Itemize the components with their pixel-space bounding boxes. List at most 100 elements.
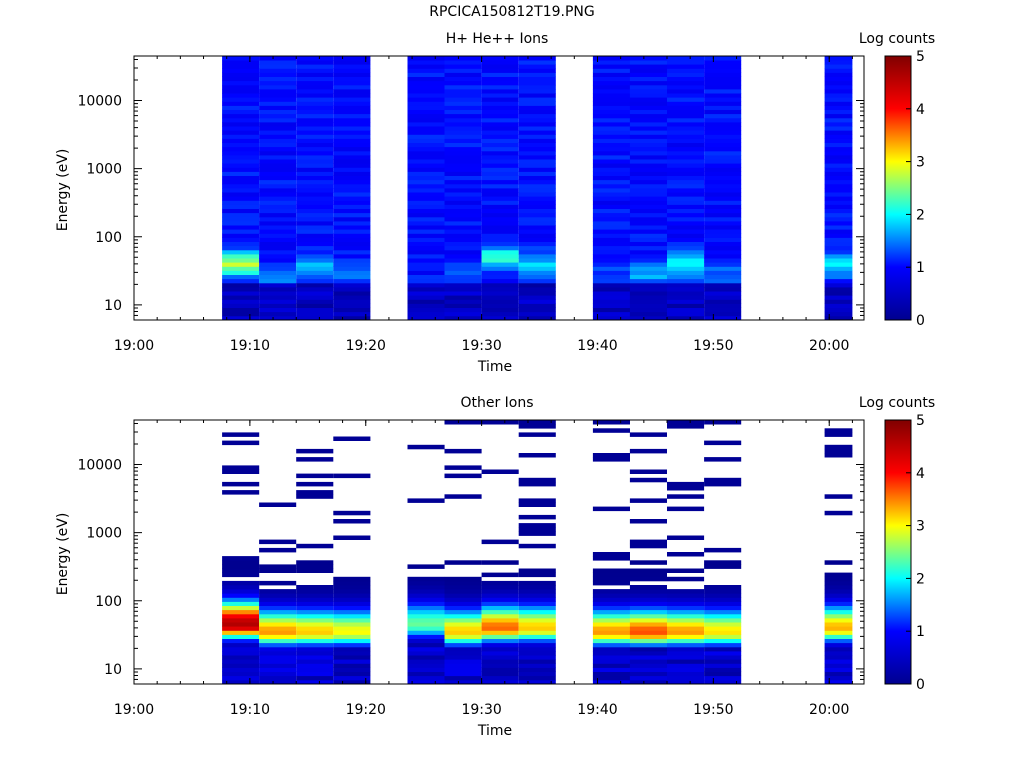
colorbar: 0 1 2 3 4 5 — [884, 49, 925, 329]
heatmap-cell — [259, 303, 297, 308]
plot-frame — [133, 419, 865, 685]
heatmap-cell — [407, 274, 445, 280]
heatmap-cell — [259, 282, 297, 288]
heatmap-cell — [518, 278, 556, 284]
heatmap-cell — [518, 130, 556, 135]
heatmap-cell — [518, 117, 556, 123]
heatmap-cell — [407, 671, 445, 677]
heatmap-cell — [259, 245, 297, 251]
heatmap-cell — [518, 126, 556, 131]
heatmap-cell — [592, 146, 630, 152]
heatmap-cell — [259, 76, 297, 82]
heatmap-cell — [518, 502, 556, 507]
colorbar-tick-label: 2 — [916, 207, 925, 223]
heatmap-cell — [667, 196, 705, 201]
heatmap-cell — [592, 667, 630, 672]
heatmap-cell — [259, 200, 297, 205]
heatmap-cell — [667, 622, 705, 627]
heatmap-cell — [518, 638, 556, 644]
heatmap-cell — [333, 663, 371, 668]
heatmap-cell — [333, 601, 371, 606]
heatmap-cell — [407, 167, 445, 172]
colorbar-tick-label: 1 — [916, 260, 925, 276]
heatmap-cell — [824, 117, 853, 123]
heatmap-cell — [296, 291, 334, 296]
colorbar-tick-label: 4 — [916, 466, 925, 482]
heatmap-cell — [481, 188, 519, 193]
heatmap-cell — [296, 64, 334, 69]
heatmap-cell — [592, 68, 630, 73]
heatmap-cell — [667, 130, 705, 135]
heatmap-cell — [592, 56, 630, 61]
heatmap-cell — [667, 101, 705, 106]
heatmap-cell — [824, 576, 853, 582]
heatmap-cell — [222, 490, 260, 495]
heatmap-cell — [824, 589, 853, 594]
heatmap-cell — [407, 76, 445, 82]
panel-title: H+ He++ Ions — [446, 31, 549, 47]
heatmap-cell — [333, 208, 371, 214]
heatmap-cell — [407, 597, 445, 602]
heatmap-cell — [667, 188, 705, 193]
heatmap-cell — [333, 580, 371, 586]
heatmap-cell — [629, 163, 667, 168]
heatmap-cell — [481, 609, 519, 615]
heatmap-cell — [444, 258, 482, 263]
heatmap-cell — [296, 626, 334, 631]
heatmap-cell — [333, 80, 371, 86]
heatmap-cell — [518, 221, 556, 226]
x-tick-label: 19:00 — [114, 338, 154, 354]
heatmap-cell — [824, 175, 853, 181]
heatmap-cell — [296, 254, 334, 259]
heatmap-cell — [407, 163, 445, 168]
heatmap-cell — [333, 150, 371, 156]
heatmap-cell — [592, 295, 630, 300]
heatmap-cell — [667, 159, 705, 164]
heatmap-cell — [407, 258, 445, 263]
heatmap-cell — [444, 72, 482, 77]
heatmap-cell — [824, 613, 853, 619]
heatmap-cell — [444, 291, 482, 296]
y-axis-ticks: 10 100 1000 10000 — [77, 58, 864, 321]
heatmap-cell — [407, 89, 445, 94]
heatmap-cell — [259, 225, 297, 230]
heatmap-cell — [222, 192, 260, 197]
heatmap-cell — [407, 580, 445, 586]
heatmap-cell — [629, 208, 667, 214]
colorbar-tick-label: 5 — [916, 49, 925, 65]
heatmap-cell — [629, 638, 667, 644]
heatmap-cell — [222, 175, 260, 181]
heatmap-cell — [704, 667, 742, 672]
heatmap-cell — [704, 204, 742, 209]
heatmap-cell — [592, 134, 630, 139]
heatmap-cell — [629, 287, 667, 292]
heatmap-cell — [407, 175, 445, 181]
heatmap-cell — [667, 651, 705, 656]
heatmap-cell — [407, 262, 445, 267]
heatmap-cell — [824, 130, 853, 135]
heatmap-cell — [667, 229, 705, 234]
heatmap-cell — [518, 208, 556, 214]
heatmap-cell — [481, 585, 519, 590]
heatmap-cell — [259, 622, 297, 627]
heatmap-cell — [296, 233, 334, 238]
heatmap-cell — [704, 122, 742, 127]
heatmap-cell — [704, 282, 742, 288]
heatmap-cell — [296, 183, 334, 189]
heatmap-cell — [629, 282, 667, 288]
heatmap-cell — [518, 432, 556, 437]
heatmap-cell — [667, 262, 705, 267]
heatmap-cell — [333, 585, 371, 590]
heatmap-cell — [259, 117, 297, 123]
heatmap-cell — [222, 572, 260, 578]
heatmap-cell — [704, 659, 742, 664]
heatmap-cell — [481, 60, 519, 65]
heatmap-cell — [444, 303, 482, 308]
heatmap-cell — [444, 233, 482, 238]
heatmap-cell — [824, 453, 853, 458]
heatmap-cell — [296, 303, 334, 308]
heatmap-cell — [824, 634, 853, 639]
heatmap-cell — [704, 651, 742, 656]
heatmap-cell — [629, 432, 667, 437]
heatmap-cell — [333, 618, 371, 623]
